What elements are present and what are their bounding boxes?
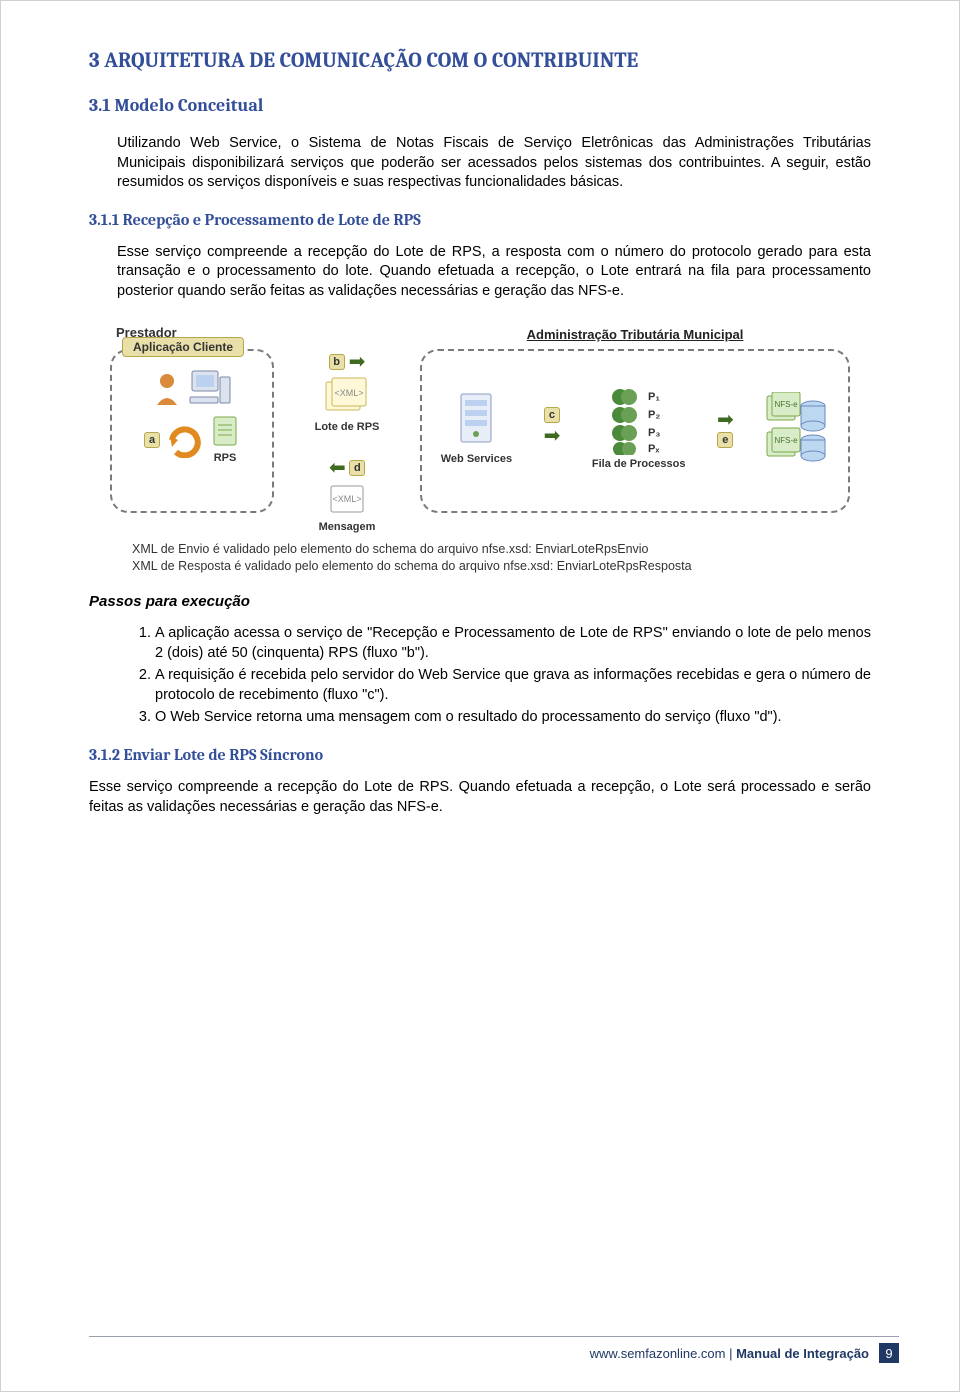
svg-text:NFS-e: NFS-e: [775, 436, 799, 445]
svg-text:P₂: P₂: [648, 409, 660, 421]
svg-text:Pₓ: Pₓ: [648, 443, 660, 455]
step-1: A aplicação acessa o serviço de "Recepçã…: [155, 624, 871, 663]
footer-sep: |: [725, 1346, 736, 1361]
intro-paragraph: Utilizando Web Service, o Sistema de Not…: [117, 134, 871, 193]
paragraph-3-2: Esse serviço compreende a recepção do Lo…: [89, 778, 871, 817]
page-number: 9: [879, 1343, 899, 1363]
tag-aplicacao-cliente: Aplicação Cliente: [122, 337, 244, 357]
steps-title: Passos para execução: [89, 593, 871, 610]
step-2: A requisição é recebida pelo servidor do…: [155, 666, 871, 705]
computer-icon: [188, 369, 232, 409]
zone-admin: Administração Tributária Municipal Web S…: [420, 349, 850, 513]
label-lote: Lote de RPS: [315, 421, 380, 433]
footer-url: www.semfazonline.com: [590, 1346, 726, 1361]
fila-icon: P₁ P₂ P₃ Pₓ Fila de Processos: [592, 385, 686, 470]
caption-line-1: XML de Envio é validado pelo elemento do…: [132, 541, 850, 558]
rps-doc-icon: RPS: [210, 415, 240, 464]
step-3: O Web Service retorna uma mensagem com o…: [155, 708, 871, 728]
svg-text:P₃: P₃: [648, 427, 660, 439]
lote-rps-icon: <XML> Lote de RPS: [315, 376, 380, 433]
nfse-icon: NFS-e NFS-e: [765, 392, 829, 462]
header-admin: Administração Tributária Municipal: [422, 327, 848, 342]
arrow-right2-icon: ➡: [544, 423, 561, 448]
footer-text: www.semfazonline.com | Manual de Integra…: [590, 1346, 869, 1361]
badge-d: d: [349, 460, 365, 476]
caption-line-2: XML de Resposta é validado pelo elemento…: [132, 558, 850, 575]
label-rps: RPS: [214, 452, 237, 464]
flow-diagram: Prestador Aplicação Cliente a: [110, 319, 850, 575]
footer-title: Manual de Integração: [736, 1346, 869, 1361]
svg-text:<XML>: <XML>: [334, 388, 363, 398]
zone-prestador: Prestador Aplicação Cliente a: [110, 349, 274, 513]
mensagem-icon: <XML> Mensagem: [319, 482, 376, 533]
svg-text:P₁: P₁: [648, 391, 660, 403]
cycle-icon: [164, 422, 206, 458]
label-fila: Fila de Processos: [592, 458, 686, 470]
label-mensagem: Mensagem: [319, 521, 376, 533]
person-icon: [152, 371, 182, 407]
arrow-right3-icon: ➡: [717, 407, 734, 432]
badge-b: b: [329, 354, 345, 370]
label-webservices: Web Services: [441, 453, 512, 465]
svg-text:<XML>: <XML>: [332, 494, 361, 504]
arrow-right-icon: ➡: [349, 349, 366, 374]
badge-a: a: [144, 432, 160, 448]
paragraph-3-1: Esse serviço compreende a recepção do Lo…: [117, 243, 871, 302]
page-footer: www.semfazonline.com | Manual de Integra…: [89, 1336, 899, 1363]
heading-2: 3.1 Modelo Conceitual: [89, 95, 871, 116]
diagram-caption: XML de Envio é validado pelo elemento do…: [132, 541, 850, 575]
svg-text:NFS-e: NFS-e: [775, 400, 799, 409]
heading-3-1: 3.1.1 Recepção e Processamento de Lote d…: [89, 211, 871, 229]
heading-3-2: 3.1.2 Enviar Lote de RPS Síncrono: [89, 746, 871, 764]
steps-list: A aplicação acessa o serviço de "Recepçã…: [137, 624, 871, 728]
badge-c: c: [544, 407, 560, 423]
webservices-icon: Web Services: [441, 390, 512, 465]
arrow-left-icon: ➡: [329, 455, 346, 480]
heading-1: 3 ARQUITETURA DE COMUNICAÇÃO COM O CONTR…: [89, 49, 871, 73]
middle-column: b ➡ <XML> Lote de RPS ➡ d <XML> Mensagem: [292, 349, 402, 533]
badge-e: e: [717, 432, 733, 448]
